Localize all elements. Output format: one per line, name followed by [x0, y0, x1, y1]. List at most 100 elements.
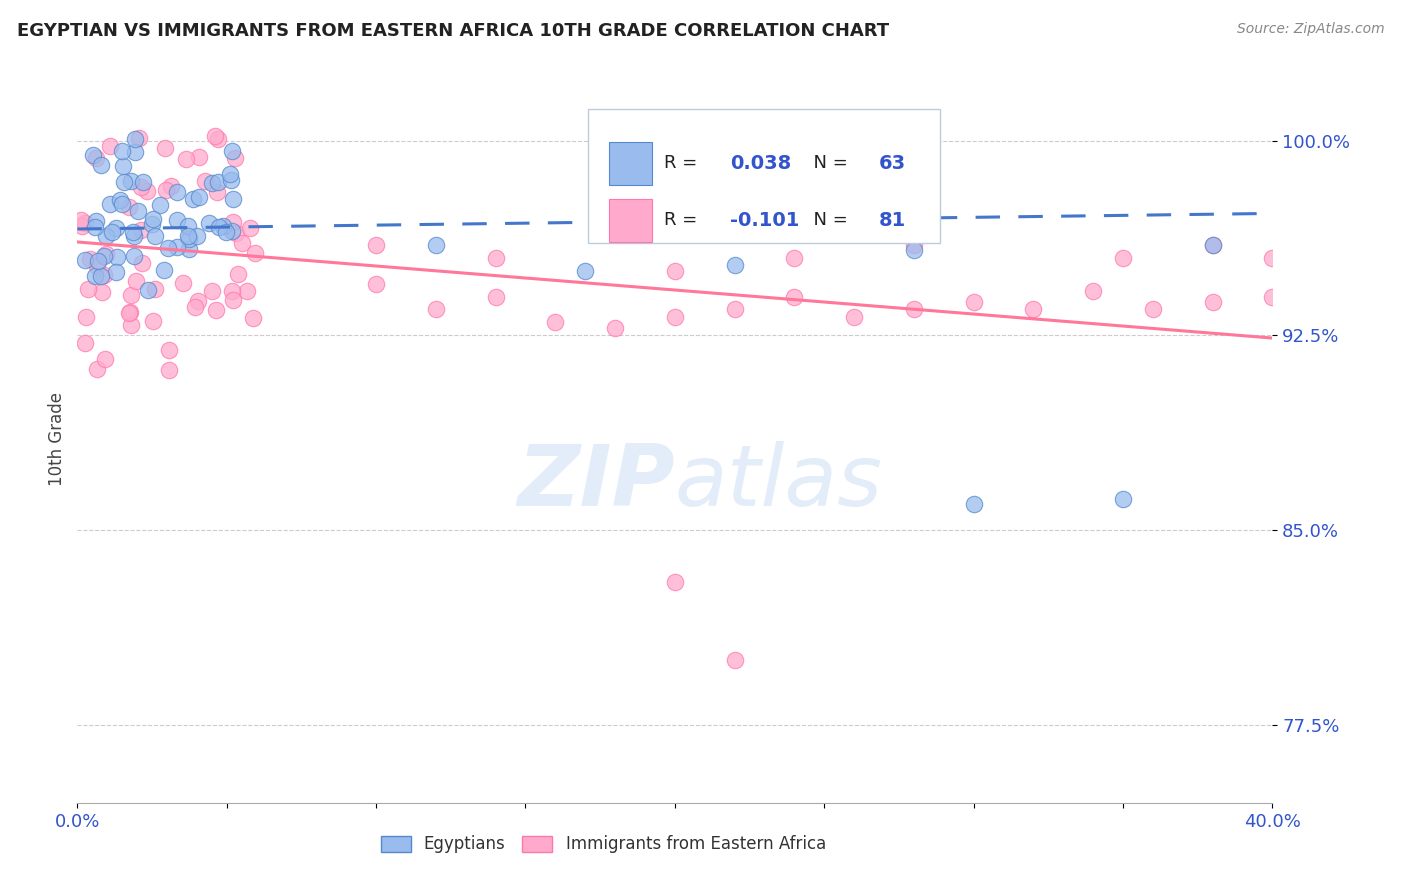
Point	[1202, 237, 1225, 252]
Text: ZIP: ZIP	[517, 442, 675, 524]
Point	[664, 263, 686, 277]
Point	[783, 251, 806, 265]
Point	[485, 251, 508, 265]
Point	[166, 185, 188, 199]
Point	[142, 314, 165, 328]
Point	[117, 200, 139, 214]
Point	[157, 241, 180, 255]
Point	[225, 227, 247, 241]
Text: Source: ZipAtlas.com: Source: ZipAtlas.com	[1237, 22, 1385, 37]
FancyBboxPatch shape	[609, 199, 652, 242]
Point	[239, 221, 262, 235]
Point	[121, 288, 143, 302]
Point	[75, 335, 97, 350]
Point	[172, 276, 194, 290]
Point	[125, 274, 148, 288]
Point	[104, 265, 127, 279]
Point	[664, 575, 686, 590]
Point	[79, 252, 101, 266]
Point	[207, 175, 229, 189]
Point	[1202, 237, 1225, 252]
Point	[221, 224, 243, 238]
Point	[605, 320, 627, 334]
Point	[129, 223, 152, 237]
Text: 0.038: 0.038	[730, 153, 792, 172]
Point	[84, 214, 107, 228]
Point	[187, 293, 209, 308]
Point	[100, 225, 122, 239]
Point	[245, 246, 267, 260]
Point	[187, 190, 209, 204]
Point	[136, 184, 159, 198]
Text: -0.101: -0.101	[730, 211, 799, 230]
FancyBboxPatch shape	[609, 142, 652, 185]
Point	[1112, 491, 1135, 506]
Text: R =: R =	[664, 154, 703, 172]
Point	[100, 196, 122, 211]
Point	[425, 237, 447, 252]
Point	[1261, 289, 1284, 303]
Point	[117, 306, 139, 320]
Point	[485, 289, 508, 303]
Point	[224, 152, 246, 166]
FancyBboxPatch shape	[588, 109, 941, 243]
Point	[122, 225, 145, 239]
Point	[183, 300, 205, 314]
Point	[181, 192, 204, 206]
Point	[221, 144, 243, 158]
Point	[724, 258, 747, 272]
Point	[724, 302, 747, 317]
Point	[114, 175, 136, 189]
Point	[844, 310, 866, 325]
Point	[105, 250, 128, 264]
Point	[75, 216, 97, 230]
Point	[1261, 251, 1284, 265]
Point	[145, 228, 167, 243]
Point	[157, 363, 180, 377]
Point	[142, 212, 165, 227]
Point	[1022, 302, 1045, 317]
Point	[127, 204, 149, 219]
Point	[98, 139, 121, 153]
Point	[215, 225, 238, 239]
Point	[157, 343, 180, 357]
Point	[70, 219, 93, 233]
Point	[205, 186, 228, 200]
Point	[574, 263, 596, 277]
Point	[236, 284, 259, 298]
Point	[94, 351, 117, 366]
Point	[177, 232, 200, 246]
Point	[90, 158, 112, 172]
Text: atlas: atlas	[675, 442, 883, 524]
Point	[783, 289, 806, 303]
Point	[112, 159, 135, 173]
Point	[724, 653, 747, 667]
Point	[186, 229, 208, 244]
Y-axis label: 10th Grade: 10th Grade	[48, 392, 66, 486]
Point	[204, 128, 226, 143]
Text: N =: N =	[801, 211, 853, 229]
Point	[219, 173, 242, 187]
Point	[366, 237, 388, 252]
Point	[903, 243, 925, 257]
Point	[425, 302, 447, 317]
Point	[174, 152, 197, 166]
Point	[903, 302, 925, 317]
Point	[136, 283, 159, 297]
Point	[664, 310, 686, 325]
Point	[222, 193, 245, 207]
Point	[90, 285, 112, 299]
Point	[141, 217, 163, 231]
Point	[222, 293, 245, 307]
Point	[84, 220, 107, 235]
Point	[160, 178, 183, 193]
Point	[207, 132, 229, 146]
Point	[132, 175, 155, 189]
Point	[166, 240, 188, 254]
Point	[90, 268, 112, 283]
Point	[194, 174, 217, 188]
Point	[544, 316, 567, 330]
Point	[69, 213, 91, 227]
Point	[122, 229, 145, 244]
Point	[93, 268, 115, 283]
